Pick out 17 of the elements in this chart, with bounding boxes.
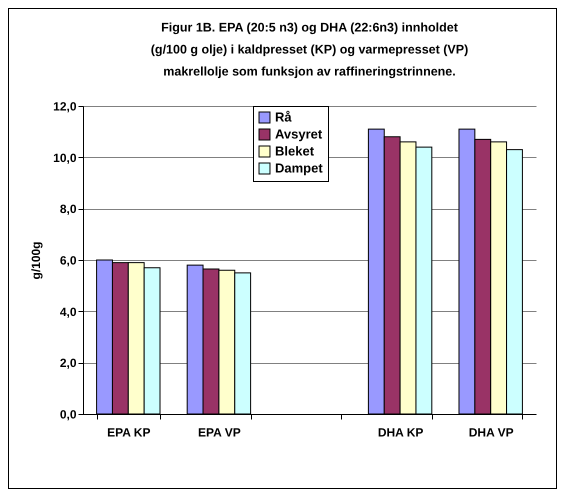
y-tick-label: 8,0 [60,202,77,216]
x-tick-label: EPA KP [107,426,150,440]
x-tick-label: DHA VP [468,426,514,440]
y-tick-label: 2,0 [60,356,77,370]
x-tick-label: EPA VP [198,426,241,440]
y-tick-label: 12,0 [53,100,77,114]
legend-label: Bleket [275,144,315,158]
y-tick-label: 0,0 [60,408,77,422]
y-tick-label: 6,0 [60,254,77,268]
y-axis-title: g/100g [29,241,44,280]
y-tick-label: 10,0 [53,150,77,165]
x-tick-label: DHA KP [378,426,424,440]
legend-label: Dampet [275,160,324,176]
chart-title: Figur 1B. EPA (20:5 n3) og DHA (22:6n3) innholdet (g/100 g olje) i kaldpresset (KP) og varmepresset (VP) makrellolje som funksjon av raffineringstrinnene. [150,20,468,78]
legend-label: Avsyret [275,126,323,142]
y-tick-label: 4,0 [60,304,77,319]
legend-label: Rå [275,110,292,124]
